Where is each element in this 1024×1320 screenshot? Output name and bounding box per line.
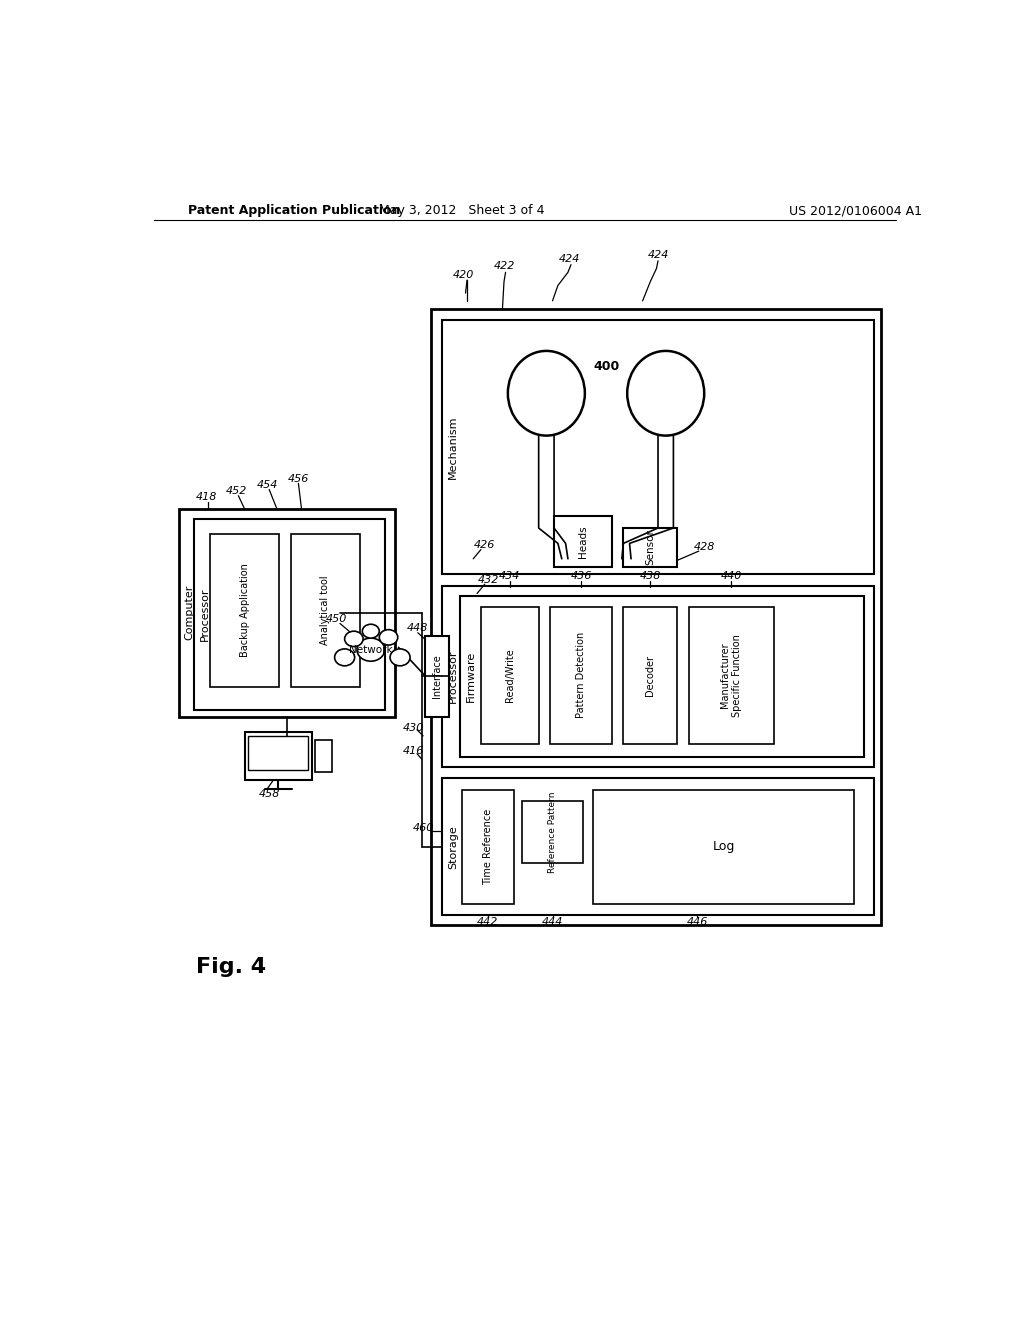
Text: Interface: Interface bbox=[432, 655, 442, 698]
Text: Reference Pattern: Reference Pattern bbox=[548, 792, 557, 873]
Text: Pattern Detection: Pattern Detection bbox=[577, 632, 586, 718]
Text: Backup Application: Backup Application bbox=[240, 564, 250, 657]
Text: 416: 416 bbox=[403, 746, 425, 756]
Ellipse shape bbox=[508, 351, 585, 436]
Bar bbox=[442, 321, 873, 574]
Text: 450: 450 bbox=[327, 614, 347, 624]
Ellipse shape bbox=[357, 638, 385, 661]
Text: 428: 428 bbox=[693, 543, 715, 552]
Bar bbox=[462, 789, 514, 904]
Text: 454: 454 bbox=[257, 480, 279, 490]
Text: 424: 424 bbox=[559, 253, 581, 264]
Ellipse shape bbox=[335, 649, 354, 665]
Bar bbox=[554, 516, 611, 566]
Text: 456: 456 bbox=[288, 474, 309, 483]
Text: Manufacturer
Specific Function: Manufacturer Specific Function bbox=[720, 634, 742, 717]
Text: 422: 422 bbox=[494, 261, 515, 271]
Text: Time Reference: Time Reference bbox=[483, 809, 493, 884]
Ellipse shape bbox=[390, 649, 410, 665]
Ellipse shape bbox=[362, 624, 379, 638]
Bar bbox=[442, 779, 873, 915]
Bar bbox=[460, 595, 864, 758]
Text: 460: 460 bbox=[413, 824, 434, 833]
Bar bbox=[425, 636, 449, 717]
Text: 420: 420 bbox=[453, 271, 474, 280]
Text: Fig. 4: Fig. 4 bbox=[196, 957, 266, 977]
Text: Analytical tool: Analytical tool bbox=[321, 576, 331, 645]
Ellipse shape bbox=[379, 630, 397, 645]
Bar bbox=[689, 607, 773, 743]
Text: 444: 444 bbox=[542, 917, 563, 927]
Bar bbox=[431, 309, 882, 924]
Bar bbox=[624, 528, 677, 566]
Text: 438: 438 bbox=[640, 570, 662, 581]
Text: 446: 446 bbox=[687, 917, 708, 927]
Text: 452: 452 bbox=[226, 486, 248, 496]
Bar bbox=[210, 535, 280, 686]
Text: Heads: Heads bbox=[578, 525, 588, 558]
Text: Processor: Processor bbox=[449, 649, 458, 704]
Text: Storage: Storage bbox=[449, 825, 458, 869]
Text: 448: 448 bbox=[407, 623, 428, 634]
Ellipse shape bbox=[628, 351, 705, 436]
Bar bbox=[315, 739, 333, 772]
Text: Firmware: Firmware bbox=[466, 651, 476, 702]
Text: Log: Log bbox=[713, 841, 734, 853]
Text: Sensor: Sensor bbox=[645, 529, 655, 565]
Text: 424: 424 bbox=[647, 249, 669, 260]
Bar bbox=[550, 607, 611, 743]
Bar bbox=[521, 801, 584, 863]
Ellipse shape bbox=[345, 631, 364, 647]
Bar bbox=[442, 586, 873, 767]
Text: 434: 434 bbox=[499, 570, 520, 581]
Bar bbox=[291, 535, 360, 686]
Text: 426: 426 bbox=[474, 540, 496, 550]
Text: 430: 430 bbox=[403, 723, 425, 733]
Bar bbox=[245, 733, 312, 780]
Bar bbox=[624, 607, 677, 743]
Bar bbox=[593, 789, 854, 904]
Text: 418: 418 bbox=[196, 492, 217, 502]
Text: Computer: Computer bbox=[185, 585, 195, 640]
Text: Patent Application Publication: Patent Application Publication bbox=[188, 205, 400, 218]
Bar bbox=[194, 519, 385, 710]
Text: Network: Network bbox=[349, 644, 392, 655]
Text: Read/Write: Read/Write bbox=[505, 648, 515, 702]
Text: Processor: Processor bbox=[200, 587, 210, 642]
Text: 432: 432 bbox=[478, 574, 500, 585]
Text: US 2012/0106004 A1: US 2012/0106004 A1 bbox=[788, 205, 922, 218]
Text: 400: 400 bbox=[593, 360, 620, 372]
Bar bbox=[481, 607, 539, 743]
Text: 436: 436 bbox=[570, 570, 592, 581]
Bar bbox=[249, 737, 308, 770]
Text: May 3, 2012   Sheet 3 of 4: May 3, 2012 Sheet 3 of 4 bbox=[379, 205, 545, 218]
Text: 442: 442 bbox=[477, 917, 499, 927]
Text: Decoder: Decoder bbox=[645, 655, 655, 696]
Text: Mechanism: Mechanism bbox=[449, 416, 458, 479]
Text: 440: 440 bbox=[721, 570, 741, 581]
Text: 458: 458 bbox=[258, 788, 280, 799]
Bar bbox=[179, 508, 394, 717]
